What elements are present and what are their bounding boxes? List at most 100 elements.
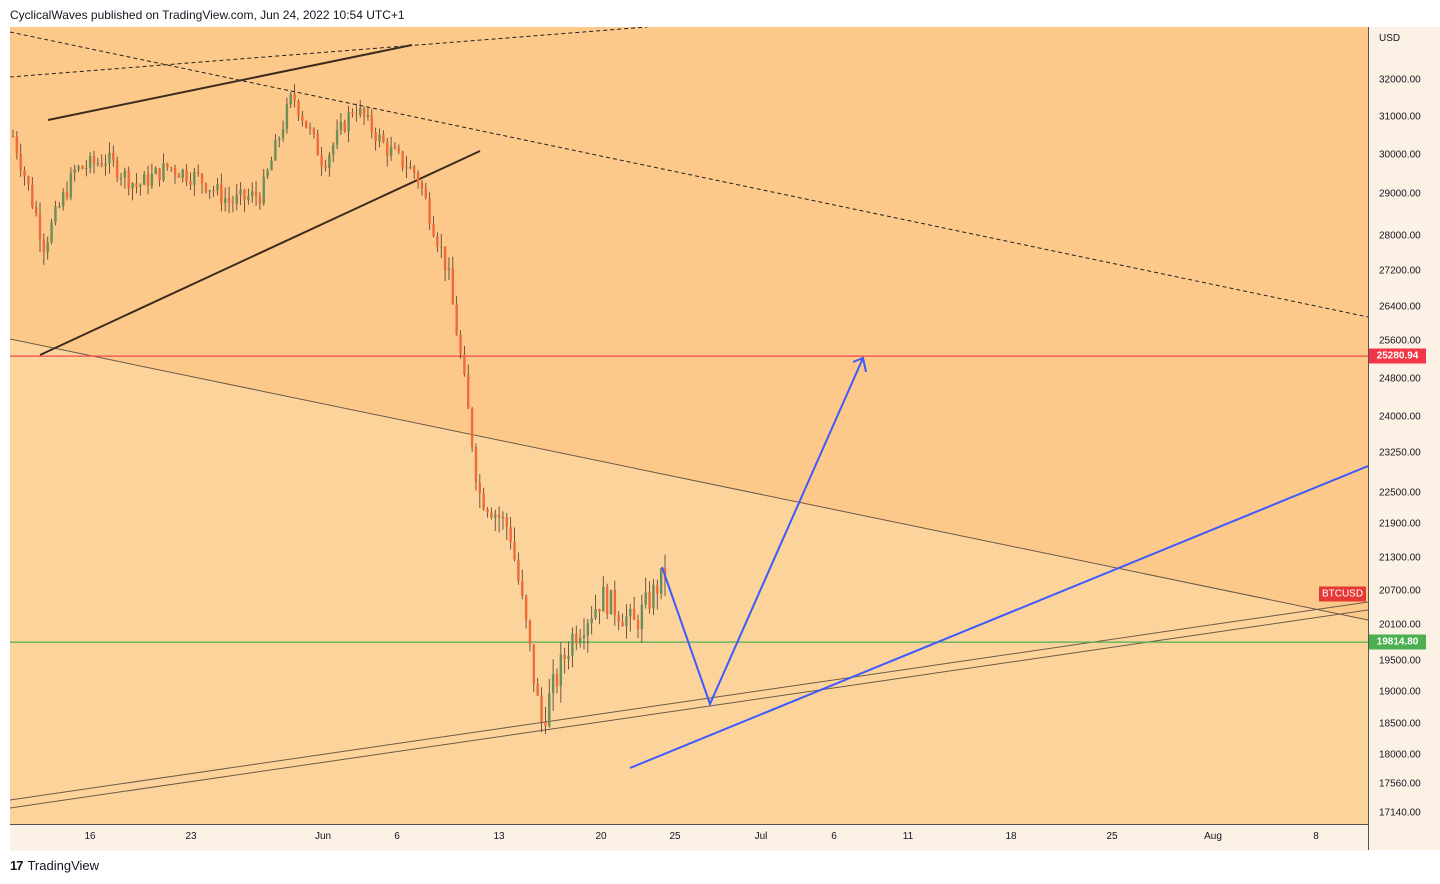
y-tick-label: 31000.00 bbox=[1379, 111, 1421, 123]
candle-body bbox=[659, 568, 663, 594]
candle-body bbox=[420, 182, 424, 189]
x-tick-label: Aug bbox=[1204, 831, 1222, 842]
y-tick-label: 22500.00 bbox=[1379, 487, 1421, 499]
candle-body bbox=[621, 621, 624, 627]
candle-body bbox=[204, 183, 208, 192]
candle-body bbox=[212, 190, 215, 192]
candle-body bbox=[578, 638, 582, 644]
candle-body bbox=[374, 131, 377, 142]
candle-body bbox=[297, 101, 300, 116]
y-tick-label: 20700.00 bbox=[1379, 585, 1421, 597]
candle-body bbox=[216, 184, 219, 191]
candle-body bbox=[254, 191, 258, 197]
candle-body bbox=[96, 162, 100, 164]
y-tick-label: 26400.00 bbox=[1379, 301, 1421, 313]
candle-body bbox=[69, 172, 73, 198]
dashed-upper-trendline bbox=[10, 27, 648, 78]
candle-body bbox=[193, 171, 196, 185]
projection-arrowhead bbox=[852, 356, 867, 373]
y-tick-label: 24800.00 bbox=[1379, 373, 1421, 385]
candle-body bbox=[486, 509, 489, 513]
candle-body bbox=[594, 608, 597, 619]
candle-body bbox=[115, 160, 119, 178]
candle-body bbox=[181, 169, 184, 178]
candle-body bbox=[424, 188, 428, 199]
candle-body bbox=[355, 113, 358, 115]
upper-zone bbox=[10, 27, 1368, 620]
candle-body bbox=[416, 173, 420, 183]
candle-body bbox=[58, 206, 61, 208]
candle-body bbox=[451, 268, 455, 305]
descending-support-line bbox=[10, 338, 1368, 621]
candle-body bbox=[629, 608, 632, 617]
y-tick-label: 25600.00 bbox=[1379, 335, 1421, 347]
candle-body bbox=[46, 242, 49, 253]
candle-body bbox=[185, 169, 188, 182]
candle-body bbox=[490, 512, 493, 518]
x-tick-label: Jul bbox=[754, 831, 768, 842]
candle-body bbox=[112, 152, 115, 161]
candle-body bbox=[11, 136, 15, 137]
x-tick-label: 20 bbox=[595, 831, 607, 842]
candle-body bbox=[65, 192, 69, 198]
candle-body bbox=[482, 493, 485, 510]
candle-body bbox=[34, 207, 38, 215]
candle-body bbox=[648, 592, 651, 609]
candle-body bbox=[223, 198, 227, 204]
candle-body bbox=[127, 170, 130, 189]
candle-body bbox=[459, 334, 462, 355]
candle-body bbox=[501, 516, 505, 518]
candle-body bbox=[169, 167, 173, 169]
chart-plot-area[interactable] bbox=[10, 27, 1368, 824]
candle-body bbox=[162, 163, 165, 181]
candle-body bbox=[38, 214, 42, 240]
candle-body bbox=[274, 139, 277, 161]
candle-body bbox=[281, 129, 285, 139]
candle-body bbox=[23, 169, 26, 177]
candle-body bbox=[397, 148, 400, 152]
candle-body bbox=[590, 618, 593, 624]
candle-body bbox=[625, 616, 628, 627]
x-tick-label: 18 bbox=[1005, 831, 1017, 842]
candle-body bbox=[609, 589, 613, 615]
chart-canvas[interactable] bbox=[10, 27, 1368, 824]
candle-body bbox=[54, 206, 57, 223]
candle-body bbox=[405, 167, 408, 169]
candle-body bbox=[386, 142, 389, 156]
candle-body bbox=[320, 155, 323, 166]
candle-body bbox=[104, 163, 107, 166]
candle-body bbox=[567, 655, 570, 659]
candle-body bbox=[563, 654, 566, 659]
candle-body bbox=[19, 153, 22, 170]
candle-body bbox=[158, 168, 161, 181]
rising-channel-upper bbox=[10, 601, 1368, 801]
y-tick-label: 19500.00 bbox=[1379, 655, 1421, 667]
y-tick-label: 19000.00 bbox=[1379, 686, 1421, 698]
candle-body bbox=[524, 595, 528, 621]
candle-body bbox=[243, 189, 246, 200]
candle-body bbox=[378, 134, 381, 142]
candle-body bbox=[81, 166, 84, 169]
candle-body bbox=[413, 166, 416, 174]
candle-body bbox=[540, 695, 543, 722]
candle-body bbox=[602, 586, 605, 612]
time-axis[interactable]: 16 23 Jun 6 13 20 25 Jul 6 11 18 25 Aug 8 bbox=[10, 824, 1368, 851]
candle-body bbox=[571, 633, 574, 656]
candle-body bbox=[289, 93, 292, 105]
candle-body bbox=[362, 107, 366, 117]
candle-body bbox=[652, 584, 655, 609]
x-tick-label: 25 bbox=[1106, 831, 1118, 842]
price-axis[interactable]: USD 32000.00 31000.00 30000.00 29000.00 2800… bbox=[1368, 27, 1440, 850]
candle-body bbox=[88, 156, 92, 169]
y-tick-label: 21300.00 bbox=[1379, 552, 1421, 564]
candle-body bbox=[343, 122, 346, 132]
candle-body bbox=[605, 586, 609, 615]
candle-body bbox=[285, 104, 289, 130]
y-tick-label: 32000.00 bbox=[1379, 74, 1421, 86]
candle-body bbox=[544, 721, 547, 727]
candle-body bbox=[231, 202, 235, 204]
y-tick-label: 30000.00 bbox=[1379, 149, 1421, 161]
candle-body bbox=[312, 128, 316, 134]
candle-body bbox=[85, 168, 88, 170]
candle-body bbox=[220, 184, 223, 204]
